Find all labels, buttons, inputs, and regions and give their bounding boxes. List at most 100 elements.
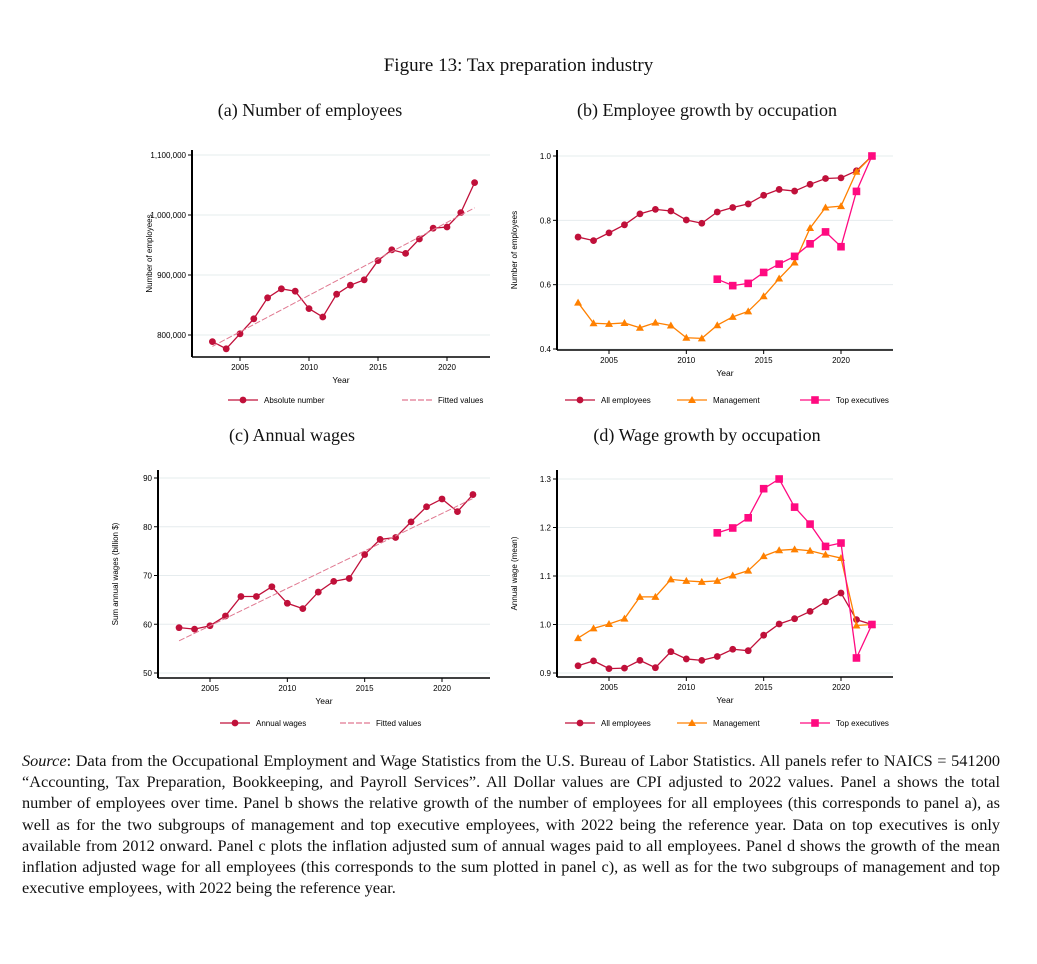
series-line [577, 155, 873, 340]
data-point [852, 654, 861, 662]
data-point [667, 207, 675, 215]
legend-label: Top executives [836, 396, 889, 405]
y-tick-label: 800,000 [157, 331, 186, 340]
data-point [821, 228, 830, 236]
y-tick-label: 0.8 [540, 216, 552, 225]
y-tick-label: 1.3 [540, 475, 552, 484]
data-point [682, 333, 691, 341]
data-point [698, 219, 706, 227]
x-tick-label: 2020 [832, 356, 850, 365]
x-axis-label: Year [716, 695, 733, 705]
legend-label: All employees [601, 396, 651, 405]
data-point [837, 242, 845, 251]
data-point [775, 186, 783, 193]
y-tick-label: 1,100,000 [150, 151, 186, 160]
data-point [330, 577, 338, 585]
data-point [728, 312, 737, 320]
data-point [469, 491, 477, 498]
y-tick-label: 1.2 [540, 524, 552, 533]
figure-title: Figure 13: Tax preparation industry [383, 55, 654, 76]
data-point [407, 518, 415, 526]
x-axis-label: Year [332, 375, 349, 385]
series-line [212, 182, 476, 350]
legend-label: Fitted values [376, 719, 421, 728]
data-point [392, 534, 399, 541]
data-point [759, 484, 768, 493]
series-line [577, 592, 873, 670]
y-tick-label: 0.6 [540, 281, 552, 290]
y-tick-label: 1.1 [540, 572, 552, 581]
caption-text: : Data from the Occupational Employment … [22, 751, 1000, 898]
data-point [775, 546, 784, 554]
data-point [454, 508, 461, 516]
data-point [837, 589, 845, 597]
data-point [589, 624, 598, 632]
y-tick-label: 0.4 [540, 345, 552, 354]
x-tick-label: 2010 [677, 683, 695, 692]
data-point [191, 625, 198, 633]
data-point [283, 599, 291, 607]
series-annual-wages [175, 491, 477, 633]
series-fitted-values [212, 207, 475, 347]
x-tick-label: 2010 [677, 356, 695, 365]
x-axis-label: Year [716, 368, 733, 378]
data-point [759, 292, 768, 300]
panel-c-title: (c) Annual wages [229, 425, 355, 445]
data-point [775, 260, 783, 268]
x-tick-label: 2005 [231, 363, 249, 372]
series-management [574, 152, 876, 342]
series-absolute-number [209, 179, 478, 353]
data-point [620, 614, 629, 622]
x-tick-label: 2015 [356, 684, 374, 693]
data-point [713, 576, 722, 584]
x-tick-label: 2015 [755, 356, 773, 365]
series-line [212, 207, 475, 347]
data-point [605, 665, 613, 673]
series-management [574, 545, 876, 642]
data-point [821, 550, 830, 558]
series-all-employees [574, 589, 876, 673]
data-point [237, 593, 245, 600]
data-point [697, 334, 706, 342]
data-point [305, 305, 313, 312]
y-tick-label: 80 [143, 523, 152, 532]
data-point [667, 648, 675, 656]
x-tick-label: 2015 [755, 683, 773, 692]
data-point [822, 598, 829, 606]
y-tick-label: 90 [143, 474, 152, 483]
data-point [744, 307, 753, 315]
data-point [822, 175, 829, 182]
data-point [299, 605, 307, 613]
data-point [682, 216, 690, 224]
x-tick-label: 2015 [369, 363, 387, 372]
data-point [264, 294, 271, 302]
data-point [574, 662, 582, 670]
data-point [574, 634, 583, 642]
data-point [775, 475, 783, 483]
data-point [319, 313, 327, 321]
data-point [236, 330, 244, 338]
x-tick-label: 2005 [600, 683, 618, 692]
data-point [250, 315, 258, 323]
y-tick-label: 1,000,000 [150, 211, 186, 220]
data-point [837, 174, 845, 182]
panel-c: 50 60 70 80 90 2005 2010 2015 2020 Year Sum annual… [111, 470, 490, 728]
data-point [388, 246, 396, 254]
legend-label: All employees [601, 719, 651, 728]
legend-label: Annual wages [256, 719, 306, 728]
data-point [620, 318, 629, 326]
data-point [347, 281, 354, 289]
data-point [697, 577, 706, 585]
legend-label: Fitted values [438, 396, 483, 405]
x-tick-label: 2005 [201, 684, 219, 693]
data-point [713, 275, 722, 283]
data-point [574, 298, 583, 306]
data-point [791, 187, 798, 195]
data-point [806, 180, 814, 188]
data-point [729, 204, 737, 211]
data-point [291, 287, 299, 295]
y-axis-label: Number of employees [510, 211, 519, 289]
data-point [790, 252, 799, 261]
data-point [666, 575, 675, 583]
